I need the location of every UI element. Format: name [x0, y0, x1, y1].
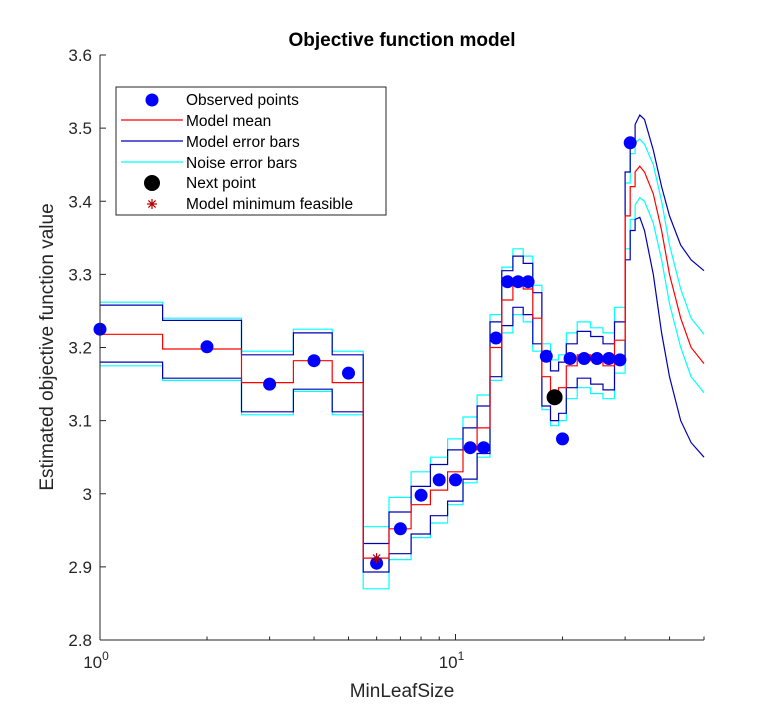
observed-point	[623, 136, 637, 150]
legend-observed-marker	[145, 93, 159, 107]
y-tick-label: 3.2	[68, 339, 92, 358]
x-tick-label: 100	[83, 649, 109, 672]
observed-point	[590, 352, 604, 365]
legend: Observed points Model mean Model error b…	[115, 86, 387, 216]
observed-point	[263, 377, 277, 391]
model-error-upper-line	[100, 114, 705, 545]
observed-point	[556, 432, 569, 446]
x-tick-label: 101	[439, 649, 465, 672]
y-tick-label: 3.1	[68, 412, 92, 431]
observed-point	[511, 275, 525, 289]
observed-point	[307, 354, 321, 368]
legend-model-error-label: Model error bars	[186, 134, 300, 151]
observed-point	[342, 366, 355, 380]
x-axis-label: MinLeafSize	[350, 681, 455, 702]
y-axis-label: Estimated objective function value	[37, 203, 58, 490]
observed-point	[414, 488, 428, 502]
legend-noise-error-label: Noise error bars	[186, 155, 297, 172]
y-tick-label: 3.6	[68, 46, 92, 65]
next-point-marker	[546, 389, 563, 406]
observed-point	[432, 473, 446, 487]
observed-point	[563, 352, 577, 365]
observed-point	[477, 441, 491, 455]
observed-point	[613, 353, 627, 367]
observed-point	[200, 340, 214, 354]
observed-point	[501, 275, 514, 289]
axis-layer: 2.8 2.9 3 3.1 3.2 3.3 3.4 3.5 3.6 100 101	[68, 46, 705, 672]
observed-point	[602, 352, 616, 365]
observed-point	[577, 352, 591, 365]
legend-min-feasible-marker	[147, 199, 157, 209]
y-tick-label: 3.3	[68, 265, 92, 284]
observed-point	[370, 556, 384, 570]
observed-point	[393, 522, 407, 536]
y-tick-label: 2.9	[68, 558, 92, 577]
observed-point	[539, 349, 553, 363]
legend-observed-label: Observed points	[186, 92, 299, 109]
legend-box	[115, 86, 387, 216]
legend-min-feasible-label: Model minimum feasible	[186, 196, 353, 213]
legend-mean-label: Model mean	[186, 113, 271, 130]
y-tick-label: 3.4	[68, 192, 92, 211]
observed-point	[463, 441, 477, 455]
observed-point	[489, 331, 503, 345]
model-minimum-feasible-marker	[371, 553, 382, 564]
chart-title: Objective function model	[289, 30, 516, 51]
y-tick-label: 2.8	[68, 631, 92, 650]
y-tick-label: 3.5	[68, 119, 92, 138]
y-tick-label: 3	[83, 485, 92, 504]
legend-next-point-label: Next point	[186, 175, 256, 192]
observed-point	[521, 275, 535, 289]
observed-point	[449, 473, 462, 487]
legend-next-point-marker	[144, 175, 160, 191]
